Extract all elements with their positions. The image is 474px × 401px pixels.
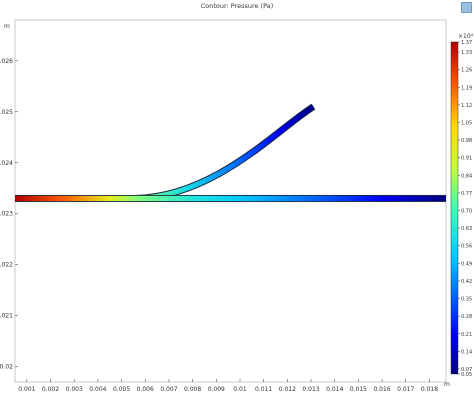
colorbar-tick-label: 0.70	[461, 209, 472, 215]
x-tick-label: 0.002	[42, 386, 59, 393]
x-tick-label: 0.004	[89, 386, 106, 393]
x-tick-label: 0.01	[233, 386, 247, 393]
x-tick-label: 0.016	[373, 386, 390, 393]
colorbar-tick-label: 0.77	[461, 191, 472, 197]
colorbar-tick-label: 0.42	[461, 279, 472, 285]
colorbar-tick-label: 0.14	[461, 349, 472, 355]
x-tick-label: 0.003	[66, 386, 83, 393]
x-tick-label: 0.015	[350, 386, 367, 393]
x-tick-label: 0.008	[184, 386, 201, 393]
main-channel	[15, 195, 446, 202]
colorbar-tick-label: 0.91	[461, 156, 472, 162]
colorbar-tick-label: 0.63	[461, 226, 472, 232]
y-axis: 0.026 0.025 0.024 0.023 0.022 0.021 0.02	[0, 58, 18, 371]
y-tick-label: 0.025	[0, 109, 13, 116]
x-axis: 0.001 0.002 0.003 0.004 0.005 0.006 0.007 0.008…	[18, 379, 438, 393]
colorbar-tick-label: 1.37	[461, 40, 472, 46]
colorbar-tick-label: 0.84	[461, 173, 472, 179]
y-tick-label: 0.021	[0, 313, 13, 320]
colorbar-tick-label: 0.98	[461, 138, 472, 144]
colorbar-tick-label: 1.19	[461, 85, 472, 91]
colorbar-tick-label: 0.28	[461, 314, 472, 320]
x-tick-label: 0.014	[326, 386, 343, 393]
y-axis-unit: m	[4, 23, 10, 30]
chart-title: Contour: Pressure (Pa)	[201, 2, 274, 10]
y-tick-label: 0.026	[0, 58, 13, 65]
y-tick-label: 0.024	[0, 160, 13, 167]
x-tick-label: 0.005	[113, 386, 130, 393]
colorbar-exponent: ×10⁴	[458, 33, 474, 40]
colorbar	[450, 41, 459, 375]
x-tick-label: 0.012	[279, 386, 296, 393]
colorbar-tick-label: 1.05	[461, 120, 472, 126]
colorbar-tick-label: 0.56	[461, 244, 472, 250]
x-tick-label: 0.001	[18, 386, 35, 393]
x-tick-label: 0.018	[421, 386, 438, 393]
colorbar-tick-label: 1.33	[461, 50, 472, 56]
colorbar-tick-label: 0.05	[461, 372, 472, 378]
colorbar-tick-label: 0.49	[461, 261, 472, 267]
x-tick-label: 0.009	[208, 386, 225, 393]
colorbar-tick-label: 0.35	[461, 297, 472, 303]
x-tick-label: 0.007	[160, 386, 177, 393]
x-tick-label: 0.013	[302, 386, 319, 393]
window-restore-icon[interactable]	[461, 2, 472, 13]
y-tick-label: 0.02	[0, 364, 13, 371]
colorbar-tick-label: 1.26	[461, 68, 472, 74]
x-tick-label: 0.011	[255, 386, 272, 393]
x-axis-unit: m	[444, 381, 450, 388]
y-tick-label: 0.023	[0, 211, 13, 218]
x-tick-label: 0.006	[137, 386, 154, 393]
y-tick-label: 0.022	[0, 262, 13, 269]
colorbar-ticks: 1.37 1.33 1.26 1.19 1.12 1.05 0.98 0.91 0.84 0.77…	[458, 40, 472, 378]
colorbar-tick-label: 1.12	[461, 103, 472, 109]
colorbar-tick-label: 0.07	[461, 367, 472, 373]
x-tick-label: 0.017	[397, 386, 414, 393]
branch-channel	[135, 104, 315, 201]
colorbar-tick-label: 0.21	[461, 332, 472, 338]
channel-geometry	[15, 103, 446, 202]
